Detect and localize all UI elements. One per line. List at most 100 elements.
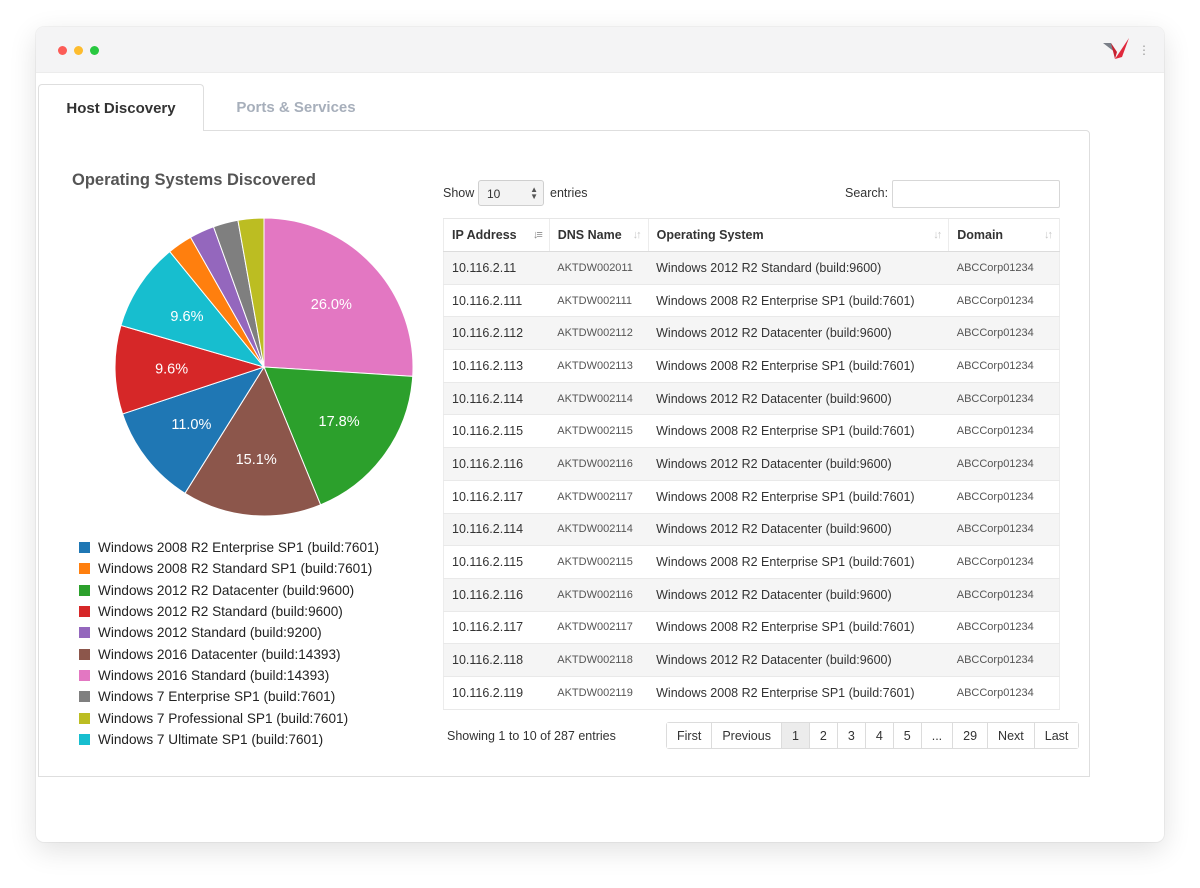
- tab-ports-services[interactable]: Ports & Services: [236, 99, 356, 116]
- table-controls: Show 10 ▲ ▼ entries Search:: [443, 180, 1060, 208]
- table-row[interactable]: 10.116.2.114 AKTDW002114 Windows 2012 R2 D…: [443, 382, 1060, 416]
- search-input[interactable]: [892, 180, 1060, 208]
- table-row[interactable]: 10.116.2.116 AKTDW002116 Windows 2012 R2 D…: [443, 447, 1060, 481]
- domain-cell: ABCCorp01234: [948, 316, 1060, 351]
- kebab-menu-icon[interactable]: ⋮: [1138, 43, 1150, 57]
- pie-slice-label: 11.0%: [171, 417, 211, 433]
- domain-cell: ABCCorp01234: [948, 480, 1060, 514]
- legend-label: Windows 2008 R2 Enterprise SP1 (build:76…: [98, 540, 380, 556]
- table-row[interactable]: 10.116.2.112 AKTDW002112 Windows 2012 R2 D…: [443, 316, 1060, 351]
- page-button-1[interactable]: 1: [780, 723, 809, 748]
- table-row[interactable]: 10.116.2.115 AKTDW002115 Windows 2008 R2 E…: [443, 545, 1060, 579]
- legend-swatch: [79, 712, 90, 724]
- domain-cell: ABCCorp01234: [948, 284, 1060, 318]
- sort-ascending-icon: ↓≡: [532, 229, 543, 241]
- pie-slice[interactable]: [114, 324, 266, 415]
- minimize-window-button[interactable]: [74, 46, 83, 55]
- close-window-button[interactable]: [58, 46, 67, 55]
- domain-cell: ABCCorp01234: [948, 349, 1060, 383]
- page-button-next[interactable]: Next: [987, 723, 1034, 748]
- pie-slice[interactable]: [121, 366, 266, 494]
- ip-address-cell: 10.116.2.111: [443, 284, 550, 318]
- show-label: Show: [443, 186, 475, 200]
- page-button-29[interactable]: 29: [952, 723, 988, 748]
- chart-title: Operating Systems Discovered: [72, 171, 316, 189]
- column-header-domain[interactable]: Domain ↓↑: [948, 218, 1060, 252]
- ip-address-cell: 10.116.2.112: [443, 316, 550, 351]
- pie-slice[interactable]: [120, 250, 266, 368]
- legend-swatch: [79, 584, 90, 596]
- page-button-5[interactable]: 5: [892, 723, 921, 748]
- table-row[interactable]: 10.116.2.117 AKTDW002117 Windows 2008 R2 E…: [443, 480, 1060, 514]
- legend-label: Windows 7 Enterprise SP1 (build:7601): [98, 689, 336, 705]
- pie-slice[interactable]: [263, 218, 414, 377]
- legend-swatch: [79, 648, 90, 660]
- table-row[interactable]: 10.116.2.116 AKTDW002116 Windows 2012 R2 D…: [443, 578, 1060, 612]
- ip-address-cell: 10.116.2.114: [443, 513, 550, 547]
- table-row[interactable]: 10.116.2.117 AKTDW002117 Windows 2008 R2 E…: [443, 611, 1060, 645]
- column-header-operating-system[interactable]: Operating System ↓↑: [647, 218, 949, 252]
- legend-label: Windows 2012 R2 Datacenter (build:9600): [98, 582, 355, 598]
- pie-slice-label: 15.1%: [236, 452, 277, 468]
- domain-cell: ABCCorp01234: [948, 545, 1060, 579]
- dns-name-cell: AKTDW002112: [549, 316, 649, 351]
- tab-panel: [38, 130, 1090, 777]
- page-button-2[interactable]: 2: [808, 723, 837, 748]
- pagination: First Previous 1 2 3 4 5... 29 Next Last: [666, 722, 1080, 749]
- operating-system-cell: Windows 2008 R2 Enterprise SP1 (build:76…: [648, 676, 949, 710]
- legend-swatch: [79, 733, 90, 745]
- column-header-label: IP Address: [452, 228, 517, 242]
- ip-address-cell: 10.116.2.113: [443, 349, 550, 383]
- legend-item[interactable]: Windows 2012 Standard (build:9200): [79, 622, 379, 643]
- page-button-previous[interactable]: Previous: [711, 723, 781, 748]
- page-button-4[interactable]: 4: [864, 723, 893, 748]
- legend-swatch: [79, 563, 90, 575]
- dns-name-cell: AKTDW002115: [549, 545, 649, 579]
- ip-address-cell: 10.116.2.117: [443, 480, 550, 514]
- page-button-3[interactable]: 3: [836, 723, 865, 748]
- table-row[interactable]: 10.116.2.114 AKTDW002114 Windows 2012 R2 D…: [443, 513, 1060, 547]
- dns-name-cell: AKTDW002011: [549, 251, 649, 285]
- entries-length-value: 10: [487, 187, 501, 201]
- entries-label: entries: [550, 186, 588, 200]
- column-header-ip-address[interactable]: IP Address ↓≡: [443, 218, 550, 252]
- legend-item[interactable]: Windows 7 Enterprise SP1 (build:7601): [79, 686, 379, 707]
- legend-item[interactable]: Windows 2016 Datacenter (build:14393): [79, 643, 379, 664]
- ip-address-cell: 10.116.2.116: [443, 578, 550, 612]
- legend-swatch: [79, 691, 90, 703]
- operating-system-cell: Windows 2008 R2 Enterprise SP1 (build:76…: [648, 545, 949, 579]
- page-button-last[interactable]: Last: [1033, 723, 1079, 748]
- window-titlebar: ⋮: [36, 27, 1164, 73]
- legend-item[interactable]: Windows 2016 Standard (build:14393): [79, 665, 379, 686]
- table-row[interactable]: 10.116.2.119 AKTDW002119 Windows 2008 R2 E…: [443, 676, 1060, 710]
- legend-item[interactable]: Windows 2008 R2 Standard SP1 (build:7601…: [79, 558, 379, 579]
- pie-slice[interactable]: [263, 366, 414, 506]
- legend-item[interactable]: Windows 7 Ultimate SP1 (build:7601): [79, 729, 379, 750]
- table-row[interactable]: 10.116.2.111 AKTDW002111 Windows 2008 R2 E…: [443, 284, 1060, 318]
- search-label: Search:: [845, 186, 889, 200]
- sort-both-icon: ↓↑: [933, 229, 942, 241]
- legend-item[interactable]: Windows 2012 R2 Datacenter (build:9600): [79, 580, 379, 601]
- table-row[interactable]: 10.116.2.118 AKTDW002118 Windows 2012 R2 D…: [443, 643, 1060, 677]
- operating-system-cell: Windows 2012 R2 Datacenter (build:9600): [648, 578, 949, 612]
- domain-cell: ABCCorp01234: [948, 611, 1060, 645]
- legend-label: Windows 2012 Standard (build:9200): [98, 625, 322, 641]
- table-row[interactable]: 10.116.2.115 AKTDW002115 Windows 2008 R2 E…: [443, 414, 1060, 449]
- tab-host-discovery[interactable]: Host Discovery: [38, 84, 204, 131]
- pie-slice[interactable]: [237, 218, 265, 368]
- entries-length-select[interactable]: 10 ▲ ▼: [478, 180, 544, 206]
- legend-item[interactable]: Windows 7 Professional SP1 (build:7601): [79, 707, 379, 728]
- table-row[interactable]: 10.116.2.113 AKTDW002113 Windows 2008 R2 E…: [443, 349, 1060, 383]
- table-row[interactable]: 10.116.2.11 AKTDW002011 Windows 2012 R2 St…: [443, 251, 1060, 285]
- page-button-first[interactable]: First: [667, 723, 712, 748]
- legend-swatch: [79, 542, 90, 554]
- pie-slice[interactable]: [184, 365, 322, 517]
- column-header-dns-name[interactable]: DNS Name ↓↑: [548, 218, 649, 252]
- column-header-label: Operating System: [656, 228, 764, 242]
- checkmark-logo-icon: [1103, 38, 1129, 59]
- maximize-window-button[interactable]: [90, 46, 99, 55]
- legend-swatch: [79, 606, 90, 618]
- table-header-row: IP Address ↓≡ DNS Name ↓↑ Operating Syst…: [443, 218, 1060, 252]
- legend-item[interactable]: Windows 2008 R2 Enterprise SP1 (build:76…: [79, 537, 379, 558]
- legend-item[interactable]: Windows 2012 R2 Standard (build:9600): [79, 601, 379, 622]
